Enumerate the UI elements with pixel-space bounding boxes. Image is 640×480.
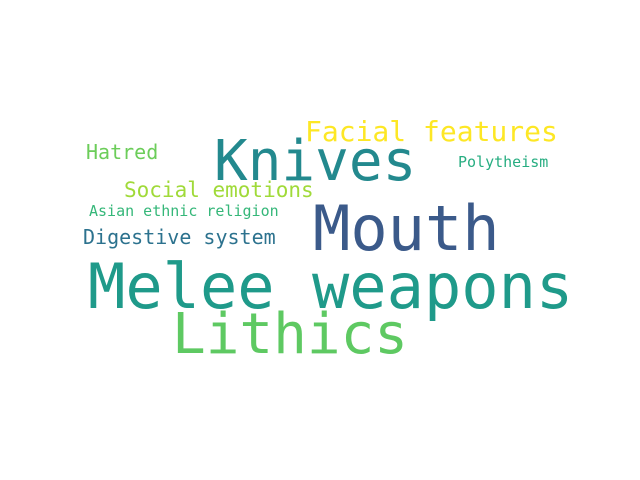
word-hatred: Hatred bbox=[86, 140, 159, 164]
word-polytheism: Polytheism bbox=[458, 153, 549, 171]
word-social-emotions: Social emotions bbox=[124, 178, 314, 202]
word-asian-ethnic-religion: Asian ethnic religion bbox=[89, 202, 279, 220]
word-knives: Knives bbox=[214, 129, 417, 194]
word-melee-weapons: Melee weapons bbox=[88, 250, 574, 323]
word-facial-features: Facial features bbox=[305, 115, 558, 148]
word-lithics: Lithics bbox=[172, 302, 409, 367]
word-mouth: Mouth bbox=[313, 192, 500, 265]
word-digestive-system: Digestive system bbox=[83, 225, 276, 249]
